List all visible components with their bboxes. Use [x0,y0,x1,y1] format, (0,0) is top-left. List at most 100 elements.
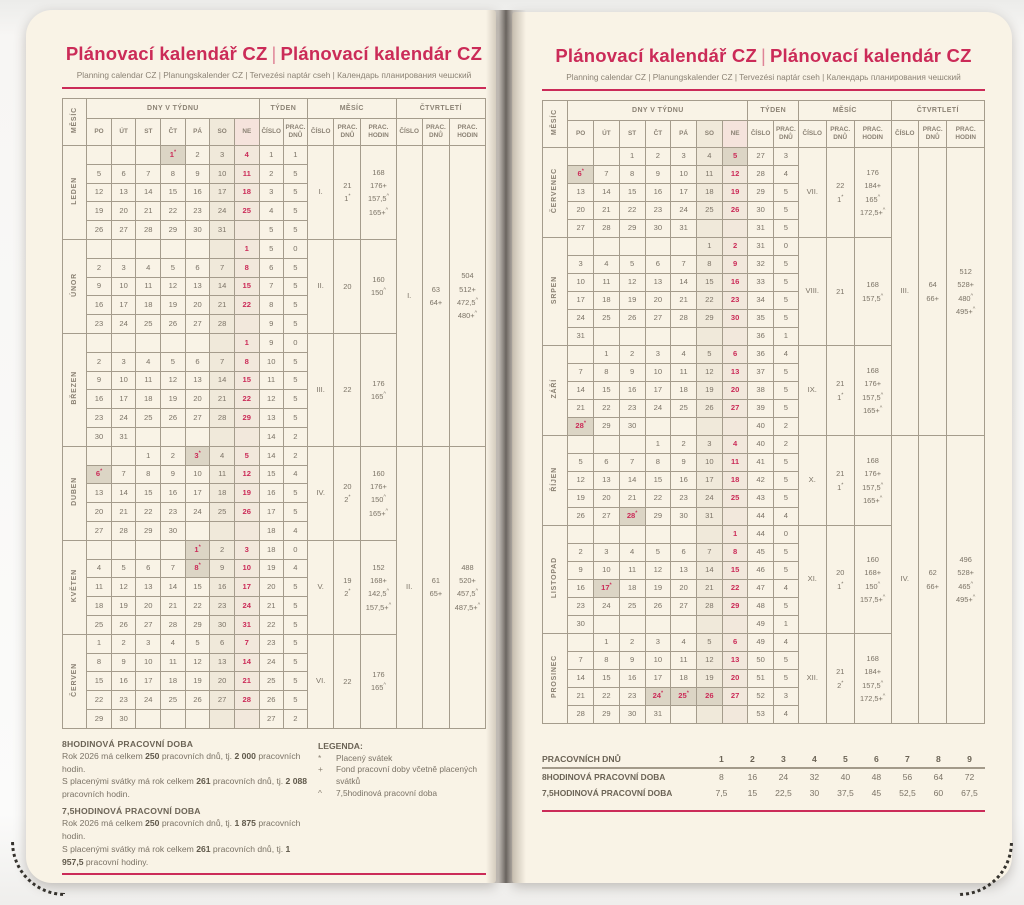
day-cell: 1 [135,445,162,466]
day-cell: 20 [86,502,112,522]
month-name: ČERVEN [61,633,88,729]
header-days-group: DNY V TÝDNU [567,100,749,121]
week-workdays: 5 [772,399,800,418]
workdays-count-header: 8 [922,751,954,769]
day-cell: 6 [593,453,620,472]
week-workdays: 5 [282,483,309,504]
month-workdays: 21 [825,237,855,346]
day-cell: 7 [209,257,235,278]
day-cell: 7 [670,255,697,274]
week-number: 52 [747,687,774,706]
month-numeral: II. [307,238,335,334]
day-cell: 13 [86,483,112,504]
week-number: 37 [747,363,774,382]
day-cell [670,237,697,256]
day-cell: 28 [233,690,260,710]
day-cell: 14 [670,273,697,292]
day-cell [670,525,697,544]
day-cell: 22 [135,502,162,522]
day-cell [670,615,697,634]
week-number: 27 [747,147,774,166]
workdays-header: PRACOVNÍCH DNŮ [542,751,706,769]
day-cell [233,520,260,541]
page-title-cz: Plánovací kalendář CZ [65,43,268,64]
day-cell: 18 [670,381,697,400]
day-cell: 20 [184,389,211,410]
workday-summary-block: 7,5HODINOVÁ PRACOVNÍ DOBA Rok 2026 má cel… [62,806,312,869]
week-workdays: 2 [772,435,800,454]
day-cell [135,145,162,165]
day-cell: 10 [695,453,723,472]
legend-text: Fond pracovní doby včetně placených svát… [336,764,478,787]
month-name: ZÁŘÍ [541,345,569,436]
day-cell: 5 [695,633,723,652]
day-cell: 12 [695,363,723,382]
day-cell: 1 [593,633,620,652]
day-cell: 15 [644,471,672,490]
day-cell: 27 [135,614,162,635]
header-day-po: PO [86,118,112,146]
day-cell: 8 [593,651,620,670]
week-number: 34 [747,291,774,310]
week-number: 27 [258,708,284,729]
day-cell: 17 [110,389,137,410]
week-workdays: 5 [282,652,309,673]
week-number: 19 [258,558,284,579]
workdays-count-header: 7 [891,751,923,769]
day-cell [670,327,697,346]
workdays-value: 52,5 [899,788,916,798]
day-cell: 19 [160,295,186,316]
day-cell: 6 [209,633,235,654]
week-number: 18 [258,520,284,541]
day-cell: 28* [618,507,646,526]
day-cell: 1 [233,238,260,259]
page-title: Plánovací kalendář CZ | Plánovací kalendár… [542,45,985,67]
day-cell [184,520,211,541]
day-cell: 16 [184,182,211,203]
week-number: 31 [747,237,774,256]
day-cell: 8 [644,453,672,472]
week-number: 7 [258,276,284,297]
day-cell: 28 [209,408,235,428]
day-cell: 31 [670,219,697,238]
day-cell: 21 [567,687,595,706]
day-cell: 28 [567,705,595,724]
workdays-row-label: 8HODINOVÁ PRACOVNÍ DOBA [542,772,666,782]
day-cell: 23 [86,408,112,428]
week-number: 23 [258,633,284,654]
workdays-count-header: 1 [705,751,737,769]
day-cell [695,705,723,724]
week-workdays: 5 [772,471,800,490]
day-cell [721,327,749,346]
day-cell: 15 [695,273,723,292]
week-workdays: 5 [282,314,309,334]
day-cell: 14 [135,182,162,203]
day-cell: 8 [695,255,723,274]
month-workdays: 22 [333,633,362,729]
day-cell: 2 [618,633,646,652]
day-cell: 17 [644,381,672,400]
week-workdays: 5 [282,690,309,710]
day-cell [209,332,235,353]
day-cell: 5 [644,543,672,562]
header-col-prac-dn-: PRAC. DNŮ [917,120,948,148]
day-cell: 6 [135,558,162,579]
day-cell [695,417,723,436]
day-cell: 10 [209,163,235,184]
week-workdays: 5 [772,219,800,238]
day-cell: 7 [233,633,260,654]
day-cell: 31 [644,705,672,724]
day-cell: 12 [110,577,137,598]
week-number: 18 [258,539,284,560]
day-cell: 4 [135,351,162,372]
day-cell [721,705,749,724]
workdays-value: 8 [719,772,724,782]
summary-heading: 7,5HODINOVÁ PRACOVNÍ DOBA [62,806,201,817]
day-cell: 4 [695,147,723,166]
day-cell: 1* [160,145,186,165]
week-workdays: 4 [282,558,309,579]
day-cell: 12 [160,370,186,391]
perforation-corner-right [959,842,1013,896]
day-cell: 13 [644,273,672,292]
day-cell: 26 [695,687,723,706]
